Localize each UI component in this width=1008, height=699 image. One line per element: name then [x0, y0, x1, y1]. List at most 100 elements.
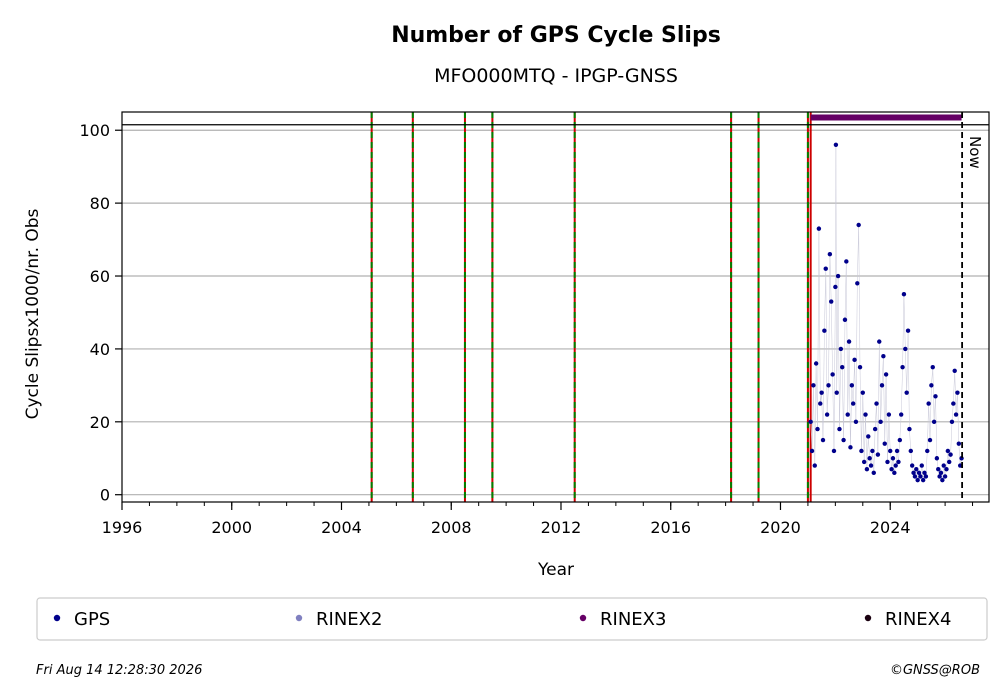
- data-point: [816, 226, 822, 231]
- data-point: [953, 412, 959, 417]
- data-point: [897, 437, 903, 443]
- legend-label: RINEX4: [885, 609, 951, 630]
- data-point: [842, 317, 848, 322]
- y-tick-label: 60: [90, 267, 110, 286]
- data-point: [856, 222, 861, 228]
- data-point: [938, 470, 944, 476]
- data-point: [852, 357, 857, 363]
- data-point: [927, 437, 933, 443]
- data-point: [930, 364, 935, 370]
- data-point: [859, 448, 864, 454]
- data-point: [904, 390, 909, 395]
- data-point: [894, 448, 900, 454]
- data-point: [882, 441, 887, 446]
- y-tick-label: 100: [79, 121, 110, 140]
- data-point: [841, 437, 846, 443]
- chart-title: Number of GPS Cycle Slips: [391, 23, 721, 48]
- data-point: [923, 474, 929, 479]
- chart-overlays: Now: [122, 112, 989, 502]
- data-point: [903, 346, 908, 352]
- legend-marker: [53, 614, 61, 622]
- data-point: [948, 452, 953, 457]
- data-point: [916, 470, 922, 476]
- data-point: [919, 463, 924, 468]
- legend-label: GPS: [74, 609, 110, 630]
- data-point: [855, 281, 860, 286]
- data-point: [831, 448, 837, 454]
- data-point: [879, 383, 885, 388]
- data-point: [819, 390, 824, 395]
- data-point: [840, 364, 845, 370]
- data-point: [815, 426, 820, 432]
- data-point: [850, 401, 856, 406]
- data-point: [911, 470, 916, 476]
- y-tick-label: 0: [100, 486, 110, 505]
- data-point: [912, 474, 918, 479]
- data-point: [834, 390, 839, 395]
- y-tick-label: 20: [90, 413, 110, 432]
- grid-lines: [122, 129, 989, 496]
- x-tick-label: 2004: [321, 518, 362, 537]
- data-point: [893, 463, 898, 468]
- data-point: [849, 383, 855, 388]
- data-point: [941, 463, 946, 468]
- legend-label: RINEX2: [316, 609, 382, 630]
- data-point: [942, 474, 948, 479]
- data-point: [920, 477, 926, 483]
- data-point: [838, 346, 844, 352]
- data-point: [868, 463, 874, 468]
- data-point: [925, 448, 930, 454]
- data-point: [827, 251, 833, 257]
- data-point: [883, 372, 889, 377]
- data-point: [949, 419, 955, 425]
- data-point: [844, 259, 849, 264]
- x-tick-label: 2020: [760, 518, 801, 537]
- data-point: [952, 368, 957, 373]
- y-axis-label: Cycle Slipsx1000/nr. Obs: [23, 208, 43, 419]
- data-point: [808, 419, 813, 425]
- data-point: [914, 466, 919, 472]
- x-axis-label: Year: [537, 560, 574, 580]
- y-tick-label: 80: [90, 194, 110, 213]
- footer-timestamp: Fri Aug 14 12:28:30 2026: [36, 663, 202, 678]
- y-tick-label: 40: [90, 340, 110, 359]
- data-point: [885, 459, 890, 465]
- data-point: [818, 401, 823, 406]
- data-point: [846, 339, 852, 344]
- data-point: [918, 474, 923, 479]
- legend-label: RINEX3: [600, 609, 666, 630]
- legend-marker: [864, 614, 872, 622]
- x-tick-label: 2024: [870, 518, 911, 537]
- data-point: [811, 383, 816, 388]
- data-point: [824, 412, 830, 417]
- data-point: [878, 419, 883, 425]
- data-point: [933, 394, 938, 399]
- data-point: [845, 412, 850, 417]
- data-point: [908, 448, 914, 454]
- x-tick-label: 1996: [102, 518, 143, 537]
- data-point: [822, 328, 827, 333]
- footer-credit: ©GNSS@ROB: [890, 663, 980, 678]
- data-point: [871, 470, 876, 476]
- data-point: [901, 292, 907, 297]
- data-point: [848, 445, 853, 450]
- legend: GPS RINEX2 RINEX3 RINEX4: [53, 609, 951, 630]
- data-point: [890, 456, 896, 461]
- x-tick-label: 2000: [211, 518, 252, 537]
- data-point: [934, 456, 940, 461]
- data-point: [830, 372, 835, 377]
- data-point: [863, 412, 868, 417]
- data-point: [909, 463, 915, 468]
- data-point: [915, 477, 920, 483]
- data-point: [955, 390, 960, 395]
- data-point: [826, 383, 831, 388]
- data-points: [808, 142, 964, 483]
- data-point: [867, 456, 872, 461]
- data-point: [947, 459, 952, 465]
- data-point: [833, 284, 838, 290]
- plot-frame: [121, 111, 990, 503]
- chart-subtitle: MFO000MTQ - IPGP-GNSS: [434, 65, 678, 87]
- series-connector: [810, 144, 962, 481]
- data-point: [936, 466, 941, 472]
- data-point: [944, 466, 949, 472]
